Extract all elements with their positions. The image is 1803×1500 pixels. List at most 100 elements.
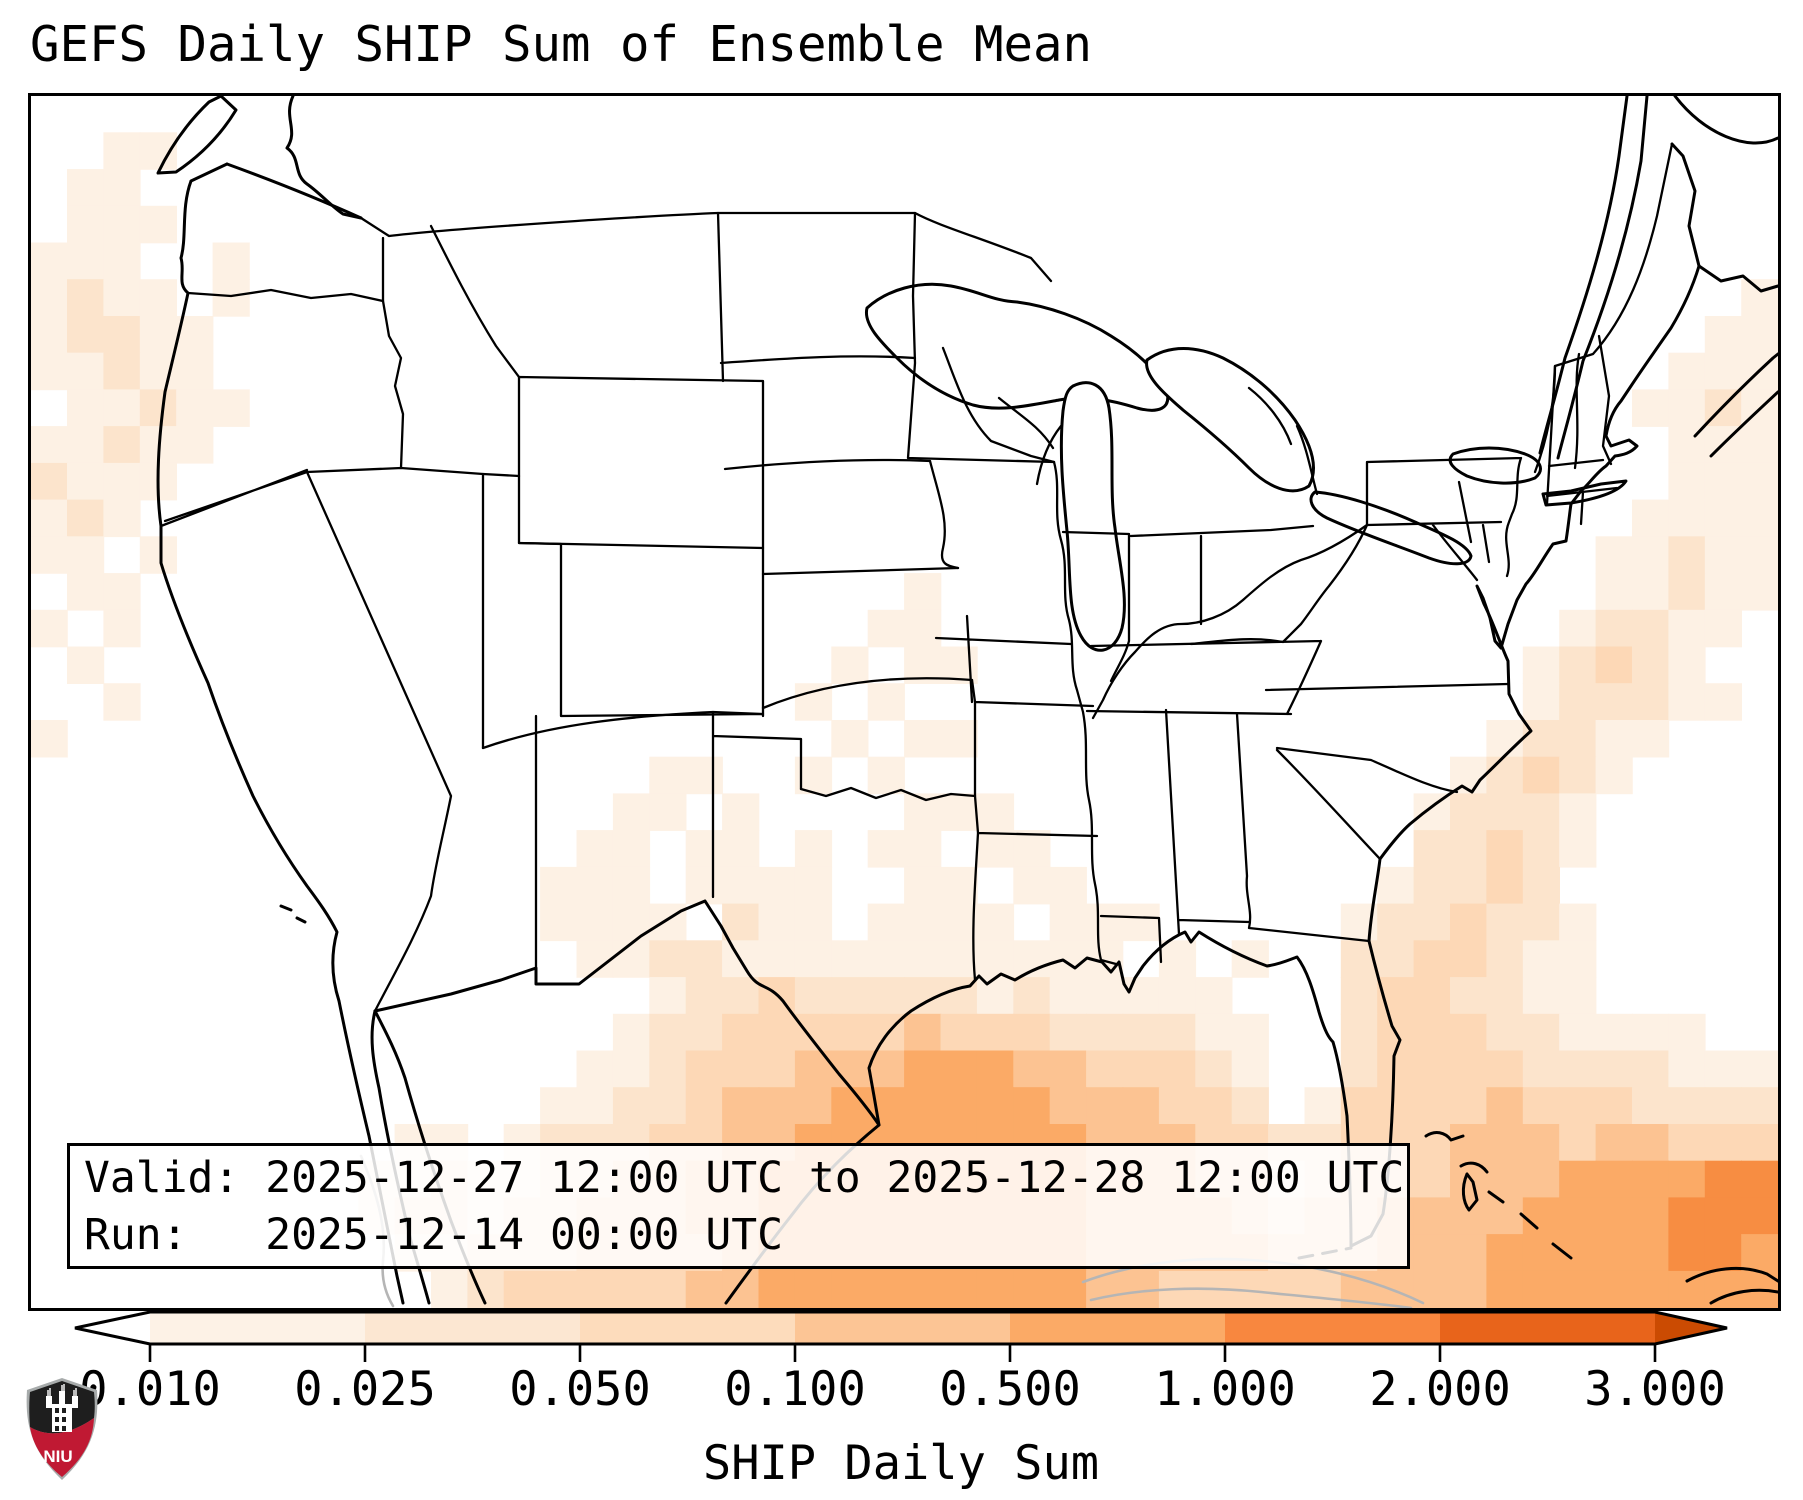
heatmap-cell [103, 352, 141, 391]
heatmap-cell [1413, 1234, 1451, 1272]
heatmap-cell [904, 573, 942, 611]
heatmap-cell [1158, 1087, 1197, 1125]
conus-map [31, 96, 1778, 1308]
heatmap-cell [940, 1050, 978, 1088]
heatmap-cell [67, 573, 105, 611]
heatmap-cell [576, 1270, 614, 1308]
heatmap-cell [1013, 977, 1051, 1015]
heatmap-cell [1340, 1050, 1378, 1088]
heatmap-cell [612, 866, 651, 905]
heatmap-cell [649, 940, 687, 978]
heatmap-cell [685, 830, 723, 868]
heatmap-cell [1413, 1197, 1451, 1235]
heatmap-cell [1632, 646, 1670, 684]
heatmap-cell [1704, 1197, 1742, 1235]
heatmap-cell [1632, 1050, 1670, 1088]
heatmap-cell [1559, 1270, 1597, 1308]
heatmap-cell [758, 866, 796, 905]
heatmap-cell [1377, 1270, 1415, 1308]
heatmap-cell [940, 793, 978, 831]
heatmap-cell [1450, 1234, 1488, 1272]
heatmap-cell [612, 830, 651, 868]
colorbar [74, 1310, 1728, 1362]
heatmap-cell [1668, 462, 1706, 501]
heatmap-cell [212, 279, 250, 317]
heatmap-cell [103, 205, 141, 244]
heatmap-cell [1522, 940, 1560, 978]
heatmap-cell [1559, 793, 1597, 831]
heatmap-cell [540, 1087, 578, 1125]
heatmap-cell [1595, 1013, 1633, 1052]
heatmap-cell [103, 389, 141, 427]
heatmap-cell [103, 169, 141, 207]
heatmap-cell [1377, 1087, 1415, 1125]
heatmap-cell [1522, 1013, 1560, 1052]
heatmap-cell [794, 1087, 833, 1125]
heatmap-cell [103, 683, 141, 721]
colorbar-segment [1010, 1312, 1226, 1344]
heatmap-cell [1013, 1013, 1051, 1052]
heatmap-cell [1486, 1013, 1524, 1052]
heatmap-cell [1377, 866, 1415, 905]
heatmap-cell [1231, 1013, 1269, 1052]
heatmap-cell [1632, 1234, 1670, 1272]
heatmap-cell [1086, 903, 1124, 942]
heatmap-cell [1595, 1197, 1633, 1235]
heatmap-cell [1632, 683, 1670, 721]
heatmap-cell [139, 279, 177, 317]
heatmap-cell [940, 720, 978, 758]
heatmap-cell [794, 1270, 833, 1308]
heatmap-cell [1595, 1234, 1633, 1272]
heatmap-cell [1595, 1087, 1633, 1125]
heatmap-cell [612, 1050, 651, 1088]
niu-logo-text: NIU [43, 1447, 72, 1466]
heatmap-cell [1377, 903, 1415, 942]
heatmap-cell [1486, 903, 1524, 942]
heatmap-cell [31, 316, 68, 354]
heatmap-cell [1668, 1197, 1706, 1235]
heatmap-cell [31, 536, 68, 574]
heatmap-cell [976, 1270, 1015, 1308]
heatmap-cell [1559, 1050, 1597, 1088]
heatmap-cell [1450, 1087, 1488, 1125]
heatmap-cell [1632, 1270, 1670, 1308]
heatmap-cell [794, 940, 833, 978]
heatmap-cell [31, 279, 68, 317]
heatmap-cell [1668, 573, 1706, 611]
valid-line: Valid: 2025-12-27 12:00 UTC to 2025-12-2… [84, 1153, 1405, 1203]
heatmap-cell [1522, 1197, 1560, 1235]
heatmap-cell [794, 903, 833, 942]
heatmap-cell [1704, 1050, 1742, 1088]
heatmap-cell [1559, 903, 1597, 942]
heatmap-cell [1522, 866, 1560, 905]
heatmap-cell [904, 1013, 942, 1052]
heatmap-cell [576, 903, 614, 942]
heatmap-cell [976, 830, 1015, 868]
colorbar-tick-label: 0.010 [79, 1362, 221, 1417]
heatmap-cell [1704, 1087, 1742, 1125]
heatmap-cell [1522, 1234, 1560, 1272]
heatmap-cell [1049, 977, 1087, 1015]
heatmap-cell [1595, 683, 1633, 721]
heatmap-cell [176, 352, 214, 391]
heatmap-cell [1704, 573, 1742, 611]
heatmap-cell [685, 1270, 723, 1308]
heatmap-cell [649, 793, 687, 831]
heatmap-cell [976, 903, 1015, 942]
heatmap-cell [576, 866, 614, 905]
heatmap-cell [31, 352, 68, 391]
heatmap-cell [31, 720, 68, 758]
map-frame [28, 93, 1781, 1311]
heatmap-cell [1668, 352, 1706, 391]
heatmap-cell [67, 536, 105, 574]
heatmap-cell [1013, 1087, 1051, 1125]
heatmap-cell [1413, 977, 1451, 1015]
heatmap-cell [1413, 866, 1451, 905]
heatmap-cell [1668, 1050, 1706, 1088]
heatmap-cell [1704, 462, 1742, 501]
heatmap-cell [649, 1087, 687, 1125]
heatmap-cell [940, 866, 978, 905]
heatmap-cell [139, 536, 177, 574]
heatmap-cell [1559, 683, 1597, 721]
heatmap-cell [831, 1087, 869, 1125]
